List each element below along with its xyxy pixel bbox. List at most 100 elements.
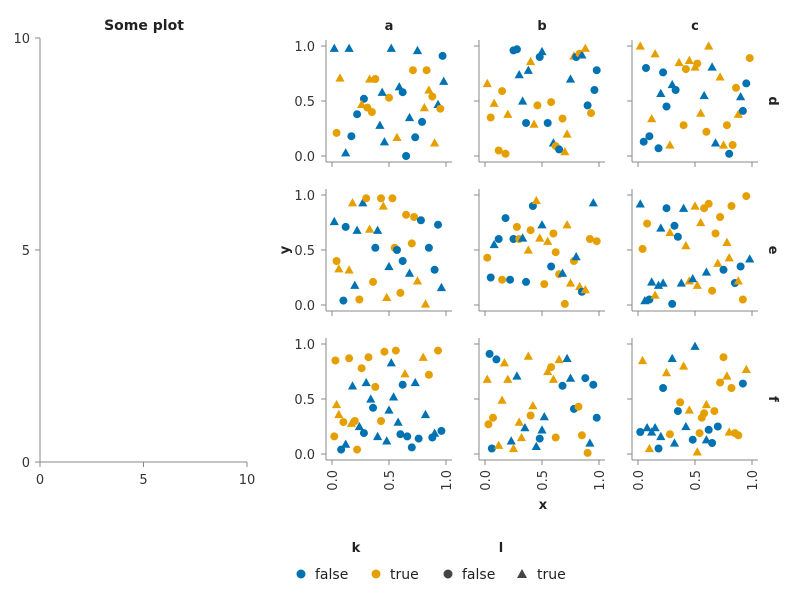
- data-point-circle: [359, 429, 368, 438]
- data-point-triangle: [344, 265, 354, 274]
- data-point-triangle: [518, 96, 528, 105]
- data-point-triangle: [676, 278, 686, 287]
- data-point-triangle: [710, 138, 721, 147]
- data-point-circle: [367, 108, 376, 116]
- data-point-triangle: [580, 285, 590, 294]
- data-point-triangle: [557, 268, 568, 277]
- legend-title-l: l: [499, 541, 503, 556]
- data-point-circle: [704, 425, 713, 434]
- data-point-triangle: [404, 112, 415, 122]
- data-point-triangle: [341, 148, 351, 157]
- data-point-circle: [414, 434, 423, 443]
- data-point-triangle: [344, 43, 354, 52]
- data-point-triangle: [562, 220, 572, 229]
- data-point-triangle: [335, 73, 345, 82]
- data-point-triangle: [667, 79, 677, 89]
- legend-l-true-marker: [517, 569, 527, 578]
- data-point-circle: [522, 277, 531, 286]
- data-point-circle: [543, 119, 552, 127]
- data-point-circle: [371, 243, 380, 252]
- left-plot: Some plot 0 5 10 0 5 10: [13, 18, 255, 488]
- data-point-triangle: [526, 56, 536, 66]
- data-point-circle: [484, 420, 493, 429]
- data-point-circle: [362, 194, 371, 203]
- data-point-triangle: [506, 436, 516, 445]
- data-point-triangle: [571, 252, 581, 261]
- data-point-triangle: [489, 239, 499, 249]
- y-tick-label: 0.0: [294, 448, 315, 463]
- data-point-triangle: [707, 62, 717, 71]
- facet-col-label-a: a: [385, 19, 394, 34]
- data-point-circle: [498, 275, 507, 284]
- data-point-circle: [679, 121, 688, 130]
- data-point-triangle: [357, 99, 367, 108]
- data-point-circle: [581, 374, 590, 383]
- data-point-triangle: [512, 371, 522, 380]
- data-point-triangle: [382, 292, 392, 301]
- data-point-circle: [403, 432, 412, 441]
- data-point-triangle: [494, 440, 504, 449]
- data-point-circle: [713, 422, 722, 431]
- data-point-circle: [549, 229, 558, 238]
- data-point-circle: [734, 431, 743, 440]
- data-point-triangle: [696, 217, 706, 227]
- data-point-triangle: [412, 276, 423, 285]
- data-point-triangle: [514, 417, 524, 426]
- data-point-circle: [369, 403, 378, 412]
- y-tick-label: 0.5: [294, 244, 315, 259]
- data-point-circle: [673, 232, 682, 241]
- data-point-circle: [526, 226, 535, 235]
- data-point-triangle: [334, 264, 344, 273]
- data-point-triangle: [647, 427, 657, 436]
- data-point-triangle: [392, 132, 402, 141]
- data-point-circle: [438, 51, 447, 60]
- data-point-circle: [662, 204, 671, 213]
- data-point-circle: [509, 235, 518, 243]
- data-point-triangle: [489, 98, 499, 107]
- y-tick-label: 0.5: [294, 95, 315, 110]
- data-point-triangle: [523, 65, 533, 74]
- data-point-triangle: [436, 282, 447, 292]
- data-point-triangle: [642, 423, 652, 432]
- data-point-circle: [665, 430, 674, 439]
- data-point-circle: [574, 402, 583, 411]
- data-point-triangle: [430, 138, 440, 147]
- data-point-triangle: [508, 443, 519, 453]
- data-point-circle: [695, 429, 704, 438]
- data-point-triangle: [665, 227, 675, 237]
- data-point-triangle: [690, 341, 700, 350]
- data-point-triangle: [361, 377, 371, 387]
- data-point-circle: [391, 346, 400, 355]
- data-point-triangle: [503, 109, 513, 118]
- data-point-circle: [700, 409, 709, 418]
- data-point-triangle: [393, 417, 403, 426]
- data-point-triangle: [736, 92, 746, 101]
- data-point-circle: [339, 418, 348, 427]
- data-point-circle: [486, 273, 495, 282]
- data-point-circle: [434, 346, 443, 355]
- data-point-triangle: [588, 198, 598, 207]
- data-point-triangle: [647, 114, 657, 123]
- data-point-circle: [643, 219, 652, 228]
- data-point-circle: [492, 355, 501, 364]
- data-point-triangle: [733, 276, 743, 285]
- data-point-triangle: [690, 201, 700, 210]
- data-point-triangle: [375, 120, 385, 129]
- data-point-circle: [728, 141, 737, 149]
- data-point-circle: [353, 445, 362, 454]
- data-point-circle: [736, 262, 745, 271]
- data-point-circle: [402, 152, 411, 160]
- data-point-circle: [639, 137, 648, 146]
- data-point-triangle: [365, 224, 375, 233]
- data-point-circle: [583, 101, 592, 110]
- facet-col-label-b: b: [537, 19, 546, 34]
- data-point-circle: [547, 98, 556, 107]
- data-point-triangle: [503, 374, 513, 383]
- data-point-triangle: [482, 78, 492, 88]
- data-point-triangle: [430, 428, 440, 437]
- data-point-triangle: [373, 431, 383, 441]
- data-point-circle: [377, 194, 386, 203]
- data-point-triangle: [548, 374, 558, 383]
- left-plot-ticks: 0 5 10 0 5 10: [13, 32, 255, 488]
